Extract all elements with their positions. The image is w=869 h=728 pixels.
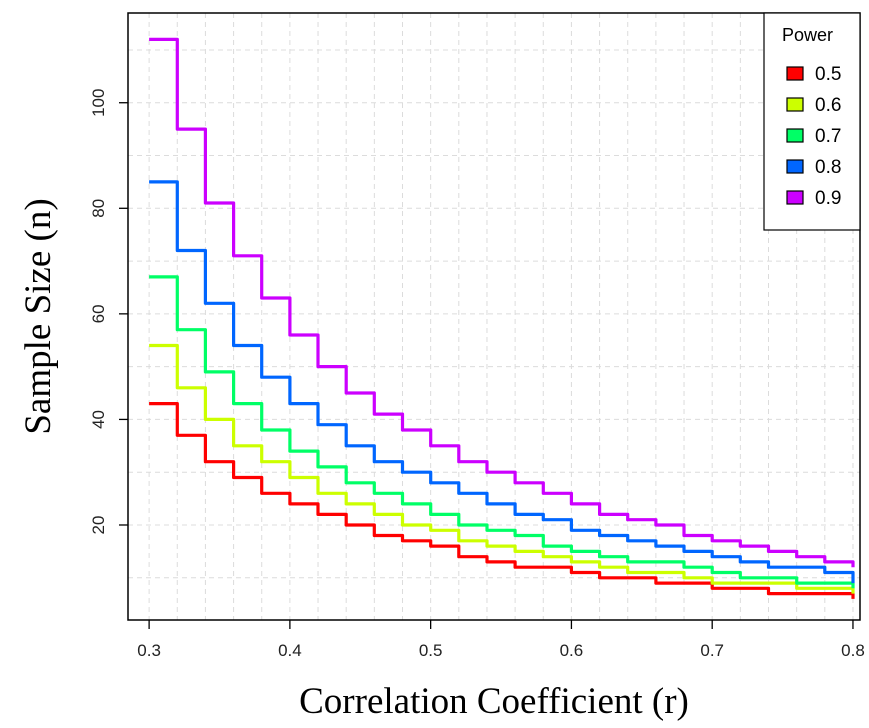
series-lines <box>149 37 855 599</box>
legend-label: 0.9 <box>815 188 841 209</box>
series-line-power-0.7 <box>149 275 855 589</box>
y-tick-label: 80 <box>89 199 108 218</box>
x-axis: 0.3 0.4 0.5 0.6 0.7 0.8 <box>137 620 865 660</box>
legend-label: 0.7 <box>815 126 841 147</box>
plot-frame <box>127 12 861 621</box>
x-tick-label: 0.4 <box>278 641 302 660</box>
legend-label: 0.8 <box>815 157 841 178</box>
x-tick-label: 0.3 <box>137 641 161 660</box>
legend-items: 0.5 0.6 0.7 0.8 0.9 <box>786 64 841 209</box>
legend-label: 0.5 <box>815 64 841 85</box>
x-tick-label: 0.5 <box>419 641 443 660</box>
y-tick-label: 20 <box>89 516 108 535</box>
series-line-power-0.9 <box>149 37 855 568</box>
x-tick-label: 0.7 <box>700 641 724 660</box>
legend-swatch <box>786 97 804 112</box>
y-tick-label: 100 <box>89 89 108 117</box>
x-axis-title: Correlation Coefficient (r) <box>299 681 689 722</box>
y-axis: 20 40 60 80 100 <box>89 89 128 535</box>
series-line-power-0.6 <box>149 343 855 594</box>
legend-swatch <box>786 128 804 143</box>
y-tick-label: 60 <box>89 304 108 323</box>
y-tick-label: 40 <box>89 410 108 429</box>
x-tick-label: 0.8 <box>841 641 865 660</box>
x-tick-label: 0.6 <box>560 641 584 660</box>
y-axis-title: Sample Size (n) <box>18 198 59 434</box>
legend-swatch <box>786 190 804 205</box>
legend-swatch <box>786 159 804 174</box>
legend-title: Power <box>782 25 833 45</box>
legend-label: 0.6 <box>815 95 841 116</box>
series-line-power-0.5 <box>149 402 855 599</box>
series-line-power-0.8 <box>149 180 855 584</box>
legend-box <box>763 12 861 231</box>
legend: Power 0.5 0.6 0.7 0.8 0.9 <box>763 12 861 231</box>
legend-swatch <box>786 66 804 81</box>
